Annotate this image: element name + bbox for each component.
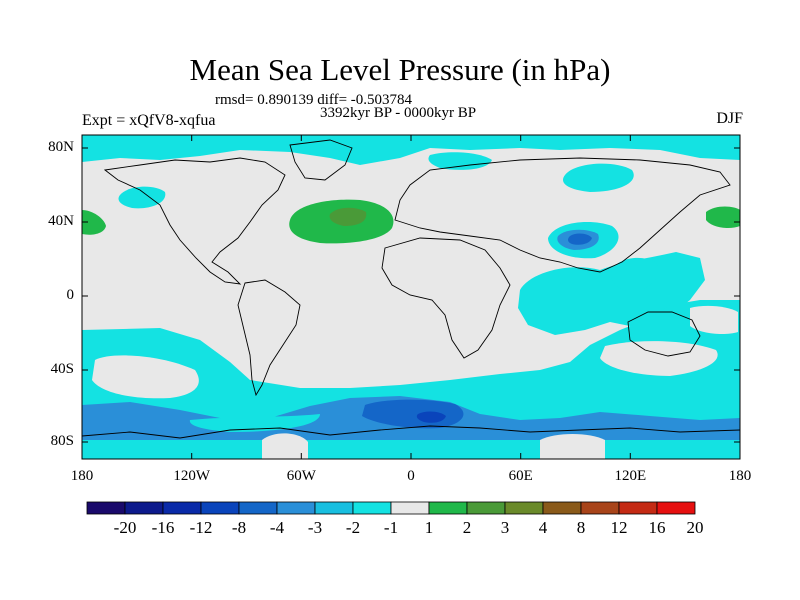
map-field	[82, 135, 740, 459]
australia-coastline	[627, 311, 701, 357]
lat-label-80s: 80S	[50, 433, 74, 449]
east-pacific-positive-edge	[706, 206, 740, 228]
antarctic-deepest-core	[416, 411, 446, 423]
colorbar-label: -3	[307, 518, 323, 537]
siberia-negative-region	[562, 163, 634, 192]
lon-label-120w: 120W	[173, 468, 211, 484]
lon-label-120e: 120E	[614, 468, 647, 484]
period-line: 3392kyr BP - 0000kyr BP	[320, 105, 477, 121]
colorbar-label: 2	[462, 518, 472, 537]
colorbar-label: 8	[576, 518, 586, 537]
colorbar-label: -16	[151, 518, 175, 537]
colorbar-label: -1	[383, 518, 399, 537]
lon-label-60e: 60E	[508, 468, 533, 484]
colorbar-swatch	[542, 501, 582, 515]
antarctic-neutral-patch-1	[262, 433, 308, 459]
southern-neutral-patch-west	[92, 355, 199, 399]
lon-label-180e: 180	[728, 468, 752, 484]
colorbar-label: -4	[269, 518, 285, 537]
season-label: DJF	[716, 110, 743, 127]
eurasia-coastline	[394, 157, 731, 273]
colorbar-label: 4	[538, 518, 548, 537]
colorbar-swatch	[124, 501, 164, 515]
north-america-coastline	[103, 157, 286, 285]
lon-label-60w: 60W	[286, 468, 316, 484]
colorbar-label: -8	[231, 518, 247, 537]
arctic-negative-region	[82, 135, 740, 165]
south-america-coastline	[237, 279, 301, 397]
lon-label-180w: 180	[70, 468, 94, 484]
colorbar-label: 1	[424, 518, 434, 537]
colorbar-swatch	[504, 501, 544, 515]
colorbar	[86, 501, 696, 515]
lon-label-0: 0	[407, 468, 415, 484]
colorbar-swatch	[162, 501, 202, 515]
colorbar-label: -2	[345, 518, 361, 537]
stats-line: rmsd= 0.890139 diff= -0.503784	[215, 92, 413, 108]
colorbar-swatch	[656, 501, 696, 515]
colorbar-swatch	[390, 501, 430, 515]
colorbar-swatch	[466, 501, 506, 515]
asia-negative-center	[567, 233, 592, 245]
colorbar-swatch	[276, 501, 316, 515]
colorbar-swatch	[580, 501, 620, 515]
east-europe-negative-region	[428, 152, 492, 170]
colorbar-swatch	[314, 501, 354, 515]
colorbar-label: 3	[500, 518, 510, 537]
colorbar-label: 20	[686, 518, 704, 537]
experiment-label: Expt = xQfV8-xqfua	[82, 112, 216, 129]
antarctica-coastline	[82, 425, 740, 439]
pacific-neutral-patch	[690, 305, 738, 334]
colorbar-swatch	[200, 501, 240, 515]
africa-coastline	[381, 237, 511, 359]
colorbar-label: 12	[610, 518, 628, 537]
lat-label-80n: 80N	[48, 139, 74, 155]
north-atlantic-positive-core	[329, 207, 367, 226]
canada-negative-region	[118, 186, 166, 209]
colorbar-swatch	[238, 501, 278, 515]
colorbar-swatch	[428, 501, 468, 515]
colorbar-swatch	[618, 501, 658, 515]
antarctic-neutral-patch-2	[540, 434, 605, 459]
lat-label-40n: 40N	[48, 213, 74, 229]
antarctic-cyan-inner	[189, 414, 320, 432]
colorbar-label: -20	[113, 518, 137, 537]
map-title: Mean Sea Level Pressure (in hPa)	[189, 52, 611, 87]
east-asia-negative-region	[611, 257, 659, 292]
colorbar-swatch	[86, 501, 126, 515]
southern-neutral-patch-east	[600, 341, 718, 376]
colorbar-swatch	[352, 501, 392, 515]
lat-label-40s: 40S	[50, 361, 74, 377]
greenland-coastline	[289, 139, 353, 181]
colorbar-label: -12	[189, 518, 213, 537]
west-pacific-positive-edge	[82, 210, 106, 235]
axis-ticks	[81, 135, 741, 459]
colorbar-label: 16	[648, 518, 666, 537]
coastlines	[82, 139, 740, 439]
lat-label-0: 0	[66, 287, 75, 303]
